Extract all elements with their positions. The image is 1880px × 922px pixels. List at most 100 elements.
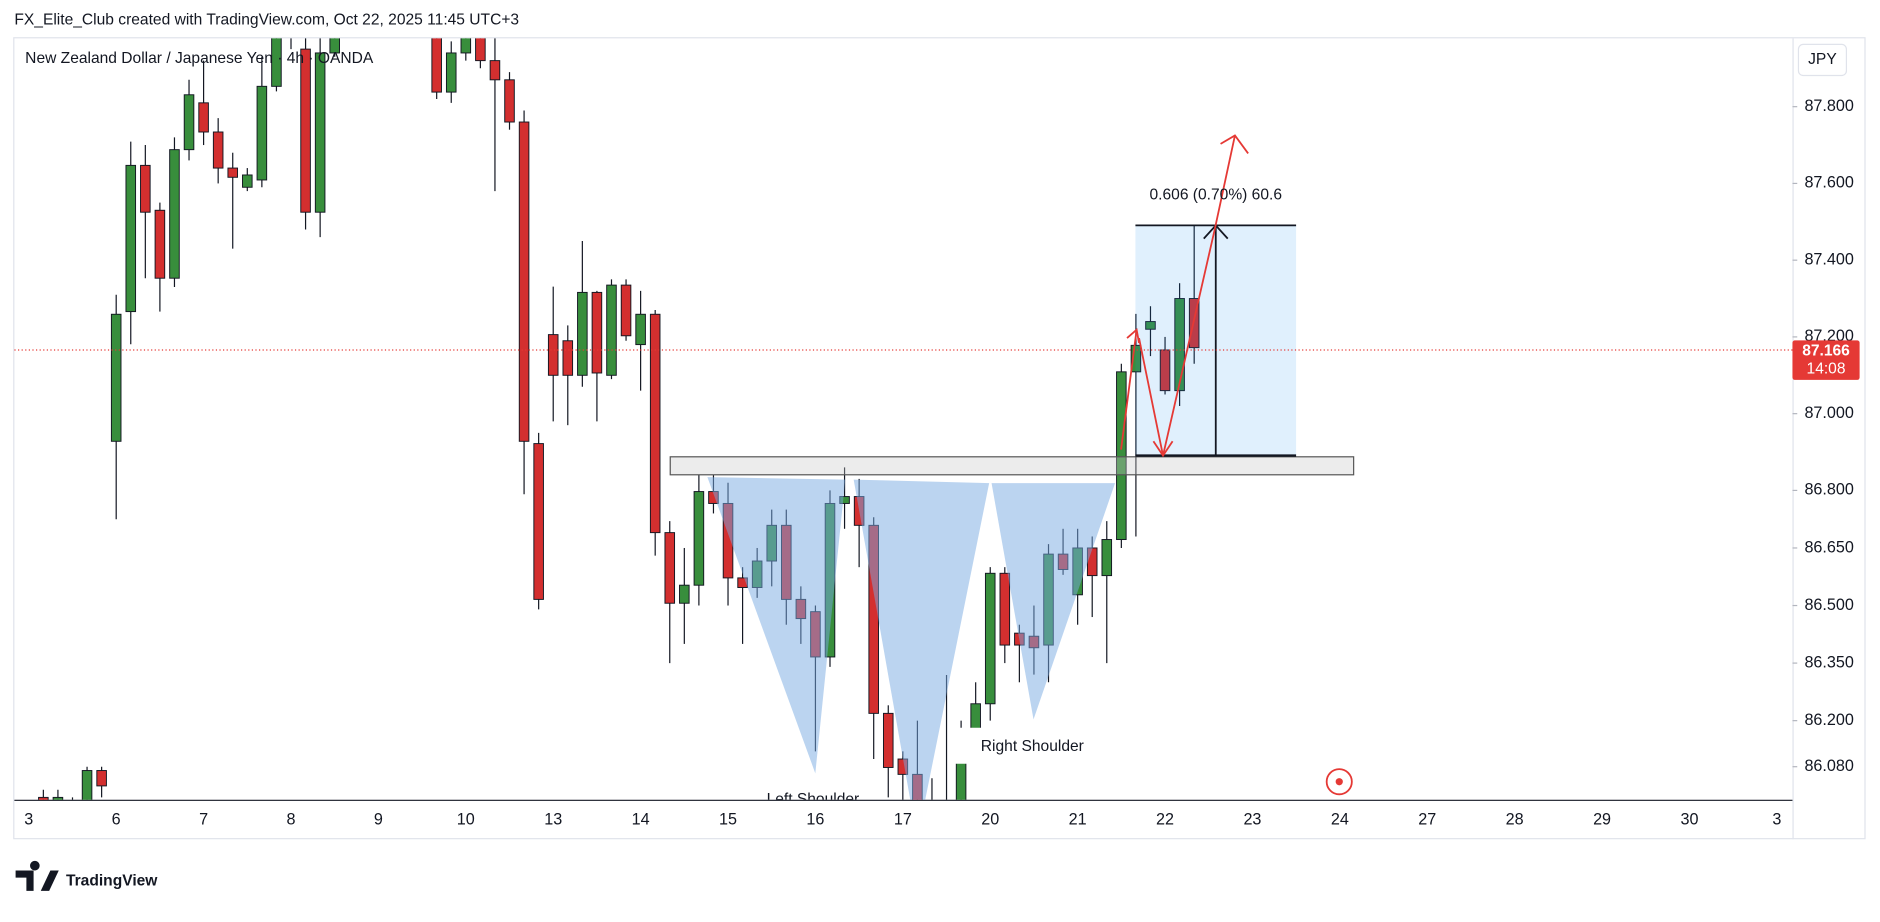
candle-body [942,801,952,809]
x-tick-label: 28 [1506,810,1524,828]
candle-body [198,102,209,133]
candle-body [664,532,676,604]
annotation: Right Shoulder [981,738,1084,755]
currency-label: JPY [1808,51,1837,68]
y-tick-label: 87.400 [1804,250,1853,268]
candle-body [256,85,268,181]
candle-body [460,38,472,54]
candle-body [1159,349,1171,392]
candle-body [999,572,1011,646]
x-tick-label: 10 [457,810,475,828]
candle-body [679,584,690,604]
candle-body [475,38,486,62]
candle-body [403,0,413,11]
symbol-title: New Zealand Dollar / Japanese Yen · 4h ·… [25,50,374,67]
target-icon-dot [1335,778,1343,786]
y-tick-label: 86.200 [1804,711,1853,729]
time-axis: 3 6 7 8 9 10 13 14 15 16 17 20 21 22 23 24 27 28 29 30 3 [24,810,1781,828]
candle-body [927,801,937,809]
x-tick-label: 8 [287,810,296,828]
x-tick-label: 17 [894,810,912,828]
candle-body [1145,321,1156,330]
candle-body [314,52,326,213]
candle-body [38,796,49,800]
y-tick-label: 86.500 [1804,596,1853,614]
arrow [1138,135,1236,456]
candle-body [1174,298,1185,392]
measure-label: 0.606 (0.70%) 60.6 [1150,187,1283,204]
y-tick-label: 87.800 [1804,97,1853,115]
last-price-label: 87.166 [1802,342,1850,359]
candle-body [649,313,661,534]
currency-button[interactable] [1797,43,1848,77]
target-icon[interactable] [1325,768,1353,796]
candle-body [169,149,180,279]
x-tick-label: 24 [1331,810,1349,828]
arrow-head [1152,440,1174,458]
y-tick-label: 86.080 [1804,757,1853,775]
y-tick-label: 87.600 [1804,174,1853,192]
candle-body [1130,344,1142,373]
price-axis: 87.80087.60087.40087.20087.00086.80086.6… [1792,97,1854,775]
pattern-triangle [991,483,1116,720]
candle-body [110,313,122,442]
x-tick-label: 22 [1156,810,1174,828]
header-text: FX_Elite_Club created with TradingView.c… [14,11,519,28]
drawings: Left Shoulder [669,134,1355,808]
neckline-zone [669,456,1355,476]
candle-body [52,796,64,800]
x-tick-label: 16 [806,810,824,828]
candle-body [693,491,705,586]
brand-logo [15,860,59,891]
candle-body [212,131,224,169]
candle-body [81,770,93,800]
candle-body [329,38,340,54]
candle-body [154,209,166,279]
candle-body [591,291,603,374]
candle-body [504,79,515,123]
pattern-triangle [853,479,990,800]
arrow-head [1220,134,1249,154]
brand-name: TradingView [66,872,158,889]
y-tick-label: 86.350 [1804,653,1853,671]
candle-body [577,291,588,376]
candle-body [68,801,78,805]
annotation-bg [951,727,1113,764]
candle-body [518,121,530,442]
candle-body [562,340,574,376]
candle-body [635,313,646,346]
candle-body [620,284,632,337]
x-tick-label: 7 [199,810,208,828]
x-tick-label: 14 [632,810,650,828]
annotation: Left Shoulder [767,791,860,808]
x-tick-label: 9 [374,810,383,828]
candle-body [300,48,311,213]
x-tick-label: 20 [981,810,999,828]
x-tick-label: 29 [1593,810,1611,828]
candles [38,0,1200,809]
candle-body [445,52,457,93]
candle-body [227,167,239,178]
candle-body [984,572,996,705]
candle-body [547,334,559,376]
x-tick-label: 27 [1418,810,1436,828]
x-tick-label: 23 [1243,810,1261,828]
x-tick-label: 3 [24,810,33,828]
x-tick-label: 15 [719,810,737,828]
candle-body [489,60,501,81]
candle-body [140,164,151,213]
x-tick-label: 6 [112,810,121,828]
x-tick-label: 13 [544,810,562,828]
last-price-box [1792,340,1860,380]
candle-body [882,712,894,768]
x-tick-label: 30 [1680,810,1698,828]
pattern-triangle [707,477,846,774]
candle-body [96,770,107,787]
candle-body [125,164,137,313]
x-tick-label: 21 [1069,810,1087,828]
candle-body [242,174,253,188]
chart-frame [13,37,1866,840]
